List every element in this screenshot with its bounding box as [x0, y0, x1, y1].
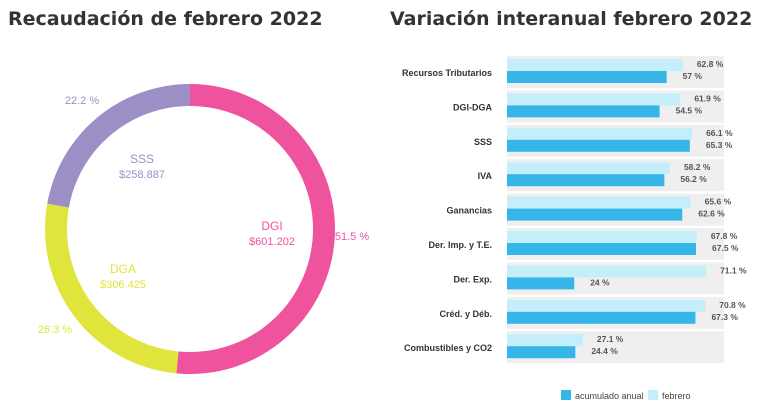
bar-febrero — [507, 196, 691, 209]
pie-slice-amount-label: $306.425 — [100, 279, 146, 291]
pie-slice-amount-label: $601.202 — [249, 236, 295, 248]
bar-acumulado-anual — [507, 311, 696, 324]
data-label-acumulado-anual: 56.2 % — [680, 174, 707, 184]
pie-slice-dga — [44, 203, 179, 374]
data-label-acumulado-anual: 24 % — [590, 277, 610, 287]
category-tick-label: Der. Imp. y T.E. — [428, 240, 492, 250]
bar-row-background — [507, 262, 724, 295]
pie-chart-title: Recaudación de febrero 2022 — [8, 8, 323, 30]
bar-row-background — [507, 56, 724, 88]
legend-swatch-febrero — [648, 390, 658, 400]
data-label-acumulado-anual: 54.5 % — [676, 105, 703, 115]
bar-acumulado-anual — [507, 346, 576, 359]
pie-slice-dgi — [176, 84, 336, 375]
bar-acumulado-anual — [507, 139, 690, 152]
category-tick-label: Der. Exp. — [453, 274, 492, 284]
bar-febrero — [507, 59, 683, 71]
bar-row-background — [507, 296, 724, 329]
data-label-febrero: 58.2 % — [684, 162, 711, 172]
bar-febrero — [507, 162, 670, 175]
data-label-febrero: 61.9 % — [694, 93, 721, 103]
legend-label-febrero: febrero — [662, 391, 691, 401]
data-label-febrero: 62.8 % — [697, 59, 724, 69]
data-label-febrero: 27.1 % — [597, 334, 624, 344]
bar-acumulado-anual — [507, 243, 696, 255]
pie-slice-sss — [47, 84, 190, 208]
pie-chart: DGI $601.202 51.5 % DGA $306.425 26.3 % SSS $25… — [38, 84, 369, 375]
pie-slice-percent-label: 51.5 % — [335, 231, 369, 243]
data-label-febrero: 65.6 % — [705, 197, 732, 207]
pie-slice-percent-label: 22.2 % — [65, 95, 99, 107]
bar-febrero — [507, 334, 583, 347]
legend-label-acumulado-anual: acumulado anual — [575, 391, 644, 401]
bar-row-background — [507, 90, 724, 123]
category-tick-label: Ganancias — [446, 206, 492, 216]
data-label-acumulado-anual: 62.6 % — [698, 209, 725, 219]
data-label-febrero: 71.1 % — [720, 265, 747, 275]
data-label-febrero: 66.1 % — [706, 128, 733, 138]
data-label-acumulado-anual: 67.3 % — [711, 312, 738, 322]
data-label-febrero: 70.8 % — [719, 300, 746, 310]
bar-febrero — [507, 265, 707, 278]
bar-row-background — [507, 331, 724, 364]
data-label-acumulado-anual: 24.4 % — [591, 346, 618, 356]
data-label-acumulado-anual: 67.5 % — [712, 243, 739, 253]
bar-febrero — [507, 299, 706, 312]
category-tick-label: Recursos Tributarios — [402, 68, 492, 78]
bar-row-background — [507, 159, 724, 192]
data-label-acumulado-anual: 65.3 % — [706, 140, 733, 150]
bar-acumulado-anual — [507, 174, 665, 187]
category-tick-label: SSS — [474, 137, 492, 147]
bar-febrero — [507, 127, 693, 140]
bar-row-background — [507, 193, 724, 226]
bar-chart-title: Variación interanual febrero 2022 — [390, 8, 753, 30]
category-tick-label: Combustibles y CO2 — [404, 343, 492, 353]
bar-row-background — [507, 124, 724, 157]
bar-febrero — [507, 93, 681, 106]
pie-slice-name-label: DGA — [110, 262, 136, 276]
bar-acumulado-anual — [507, 277, 575, 290]
data-label-febrero: 67.8 % — [711, 231, 738, 241]
pie-slice-percent-label: 26.3 % — [38, 324, 72, 336]
bar-febrero — [507, 231, 697, 243]
category-tick-label: Créd. y Déb. — [439, 309, 492, 319]
pie-slice-name-label: DGI — [261, 219, 282, 233]
pie-slice-name-label: SSS — [130, 152, 154, 166]
legend-swatch-acumulado-anual — [561, 390, 571, 400]
bar-acumulado-anual — [507, 208, 683, 221]
bar-acumulado-anual — [507, 71, 667, 83]
bar-acumulado-anual — [507, 105, 660, 118]
data-label-acumulado-anual: 57 % — [683, 71, 703, 81]
category-tick-label: IVA — [478, 171, 493, 181]
bar-row-background — [507, 228, 724, 260]
pie-slice-amount-label: $258.887 — [119, 169, 165, 181]
category-tick-label: DGI-DGA — [453, 102, 492, 112]
